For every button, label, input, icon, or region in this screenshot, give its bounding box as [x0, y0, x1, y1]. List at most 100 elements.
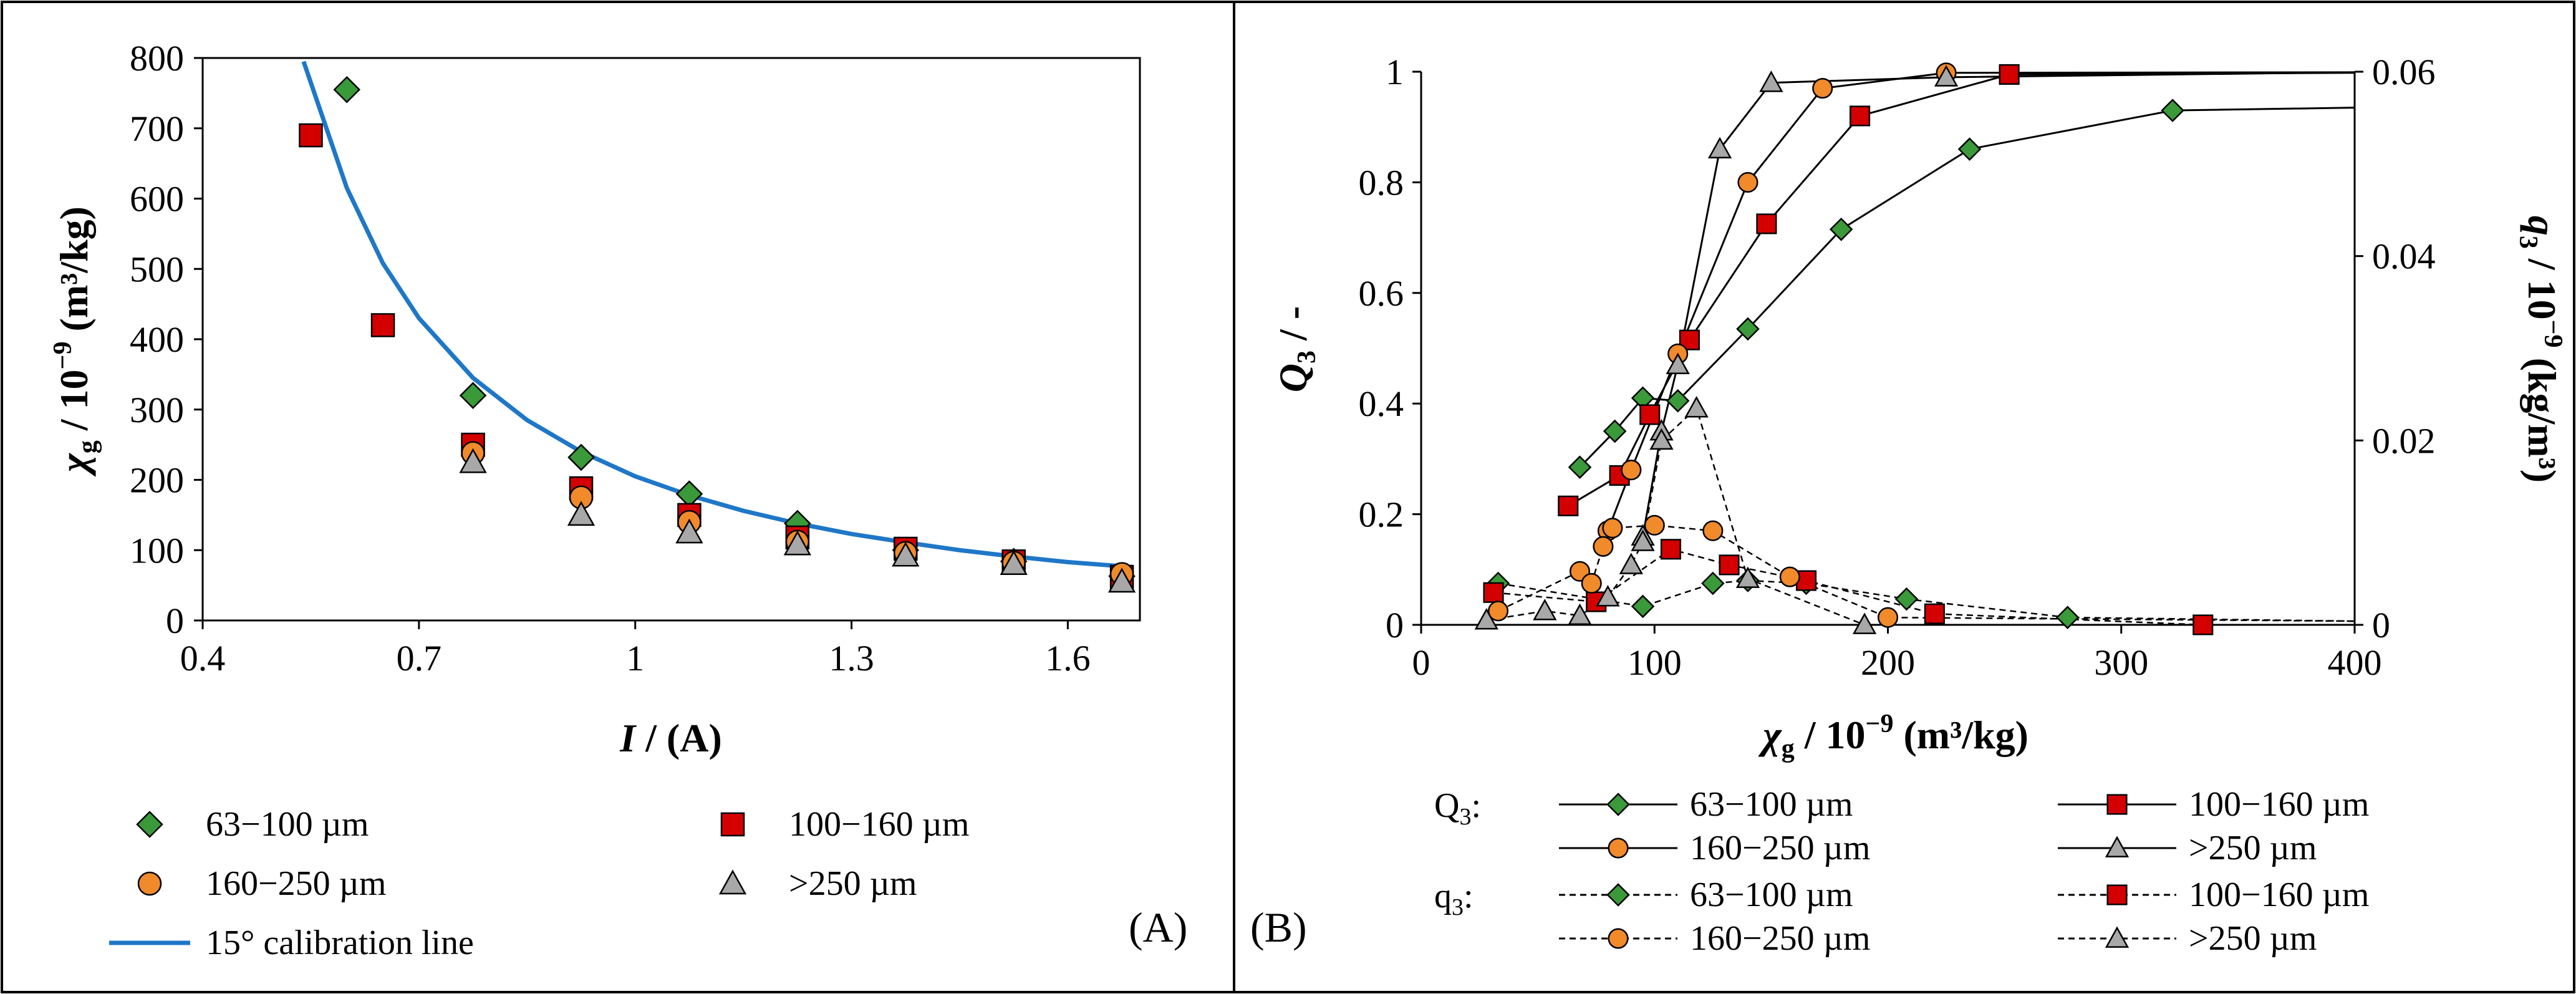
legend-b-q3-group-label: q3:: [1434, 877, 1474, 920]
q3-point-100-160-m: [1719, 554, 1740, 576]
panel-b-y-right-tick-label: 0.06: [2372, 52, 2436, 92]
Q3-point-250-m: [1707, 137, 1732, 159]
Q3-point-63-100-m: [1736, 317, 1760, 341]
panel-b-x-tick-label: 300: [2094, 642, 2148, 683]
panel-a-y-tick-label: 200: [130, 460, 184, 501]
q3-point-160-250-m: [1487, 601, 1509, 622]
panel-b-x-tick-label: 0: [1412, 642, 1430, 683]
panel-b: 0 100 200 300 400 0 0.2 0.4 0.6 0.8 1 0 0.02 0.04 0.…: [1250, 52, 2567, 958]
q3-point-250-m: [1596, 585, 1620, 607]
q3-point-160-250-m: [1602, 518, 1623, 539]
q3-point-160-250-m: [1702, 520, 1724, 541]
panel-a-y-tick-labels: 0 100 200 300 400 500 600 700 800: [130, 38, 184, 641]
panel-b-y-left-tick-label: 1: [1386, 52, 1404, 92]
legend-a-marker-shape: [136, 811, 163, 838]
panel-b-y-right-tick-label: 0: [2372, 605, 2390, 645]
q3-point-100-160-m: [2192, 614, 2214, 635]
Q3-point-100-160-m: [1639, 404, 1661, 425]
Q3-point-160-250-m: [1812, 78, 1833, 99]
q3-point-160-250-m: [1593, 536, 1614, 557]
panel-b-legend: Q3: q3: 63−100 µm 100−160 µm 160−250 µm >25…: [1434, 785, 2369, 958]
panel-a-legend: 63−100 µm 100−160 µm 160−250 µm >250 µm …: [109, 805, 969, 962]
panel-b-x-tick-labels: 0 100 200 300 400: [1412, 642, 2382, 683]
legend-a-marker-shape: [137, 871, 162, 896]
q3-point-250-m: [1631, 529, 1655, 551]
q3-legend-marker: [1608, 928, 1629, 949]
data-point-250-m: [1000, 550, 1028, 576]
Q3-legend-marker: [2106, 794, 2128, 815]
q3-point-250-m: [1474, 608, 1498, 630]
q3-legend-label: 160−250 µm: [1690, 919, 1870, 958]
panel-a-y-tick-label: 100: [130, 530, 184, 571]
panel-a-x-tick-label: 1.6: [1045, 638, 1091, 678]
q3-legend-marker: [2106, 884, 2128, 905]
panel-b-y-right-tick-label: 0.04: [2372, 236, 2436, 277]
Q3-legend-label: 63−100 µm: [1690, 785, 1853, 824]
panel-a-x-tick-labels: 0.4 0.7 1 1.3 1.6: [180, 638, 1091, 678]
Q3-point-160-250-m: [1621, 460, 1642, 481]
Q3-point-250-m: [1759, 70, 1783, 92]
panel-b-points-layer: [1474, 62, 2214, 635]
panel-b-x-axis-title: χg / 10−9 (m³/kg): [1758, 710, 2028, 763]
data-point-250-m: [567, 501, 596, 526]
Q3-legend-marker: [2105, 836, 2130, 857]
panel-a-points-layer: [299, 75, 1136, 593]
legend-a-250: >250 µm: [718, 864, 917, 903]
Q3-legend-label: 160−250 µm: [1690, 829, 1870, 867]
data-point-100-160-m: [370, 313, 395, 337]
panel-a-y-tick-label: 300: [130, 390, 184, 430]
panel-a-y-axis-title: χg / 10−9 (m³/kg): [49, 206, 102, 477]
q3-point-250-m: [1568, 603, 1592, 625]
legend-a-100-160: 100−160 µm: [720, 805, 969, 844]
q3-point-100-160-m: [1483, 582, 1504, 603]
data-point-250-m: [783, 530, 811, 556]
panel-b-x-tick-label: 100: [1628, 642, 1682, 683]
panel-a-label: (A): [1129, 904, 1187, 951]
panel-b-y-right-title: q3 / 10−9 (kg/m³): [2514, 216, 2567, 483]
data-point-250-m: [1107, 567, 1136, 593]
Q3-legend-entry-160-250-m: 160−250 µm: [1559, 829, 1870, 867]
legend-a-marker-100-160: [720, 812, 745, 837]
Q3-point-100-160-m: [1558, 495, 1579, 516]
Q3-point-63-100-m: [1568, 455, 1592, 479]
q3-legend-marker: [2105, 926, 2130, 948]
legend-a-label-63-100: 63−100 µm: [206, 805, 369, 844]
panel-a-y-tick-label: 400: [130, 319, 184, 360]
q3-legend-entry-250-m: >250 µm: [2058, 919, 2317, 958]
legend-a-63-100: 63−100 µm: [136, 805, 369, 844]
panel-a-x-tick-label: 0.4: [180, 638, 226, 678]
legend-a-160-250: 160−250 µm: [137, 864, 386, 903]
data-point-100-160-m: [299, 123, 323, 148]
Q3-point-100-160-m: [1999, 64, 2020, 85]
q3-point-63-100-m: [1894, 587, 1919, 611]
panel-b-y-left-tick-label: 0.4: [1359, 384, 1404, 424]
q3-point-160-250-m: [1779, 566, 1800, 587]
panel-b-y-left-tick-label: 0: [1386, 605, 1404, 645]
q3-legend-label: >250 µm: [2189, 919, 2317, 958]
legend-a-label-100-160: 100−160 µm: [789, 805, 969, 844]
data-point-63-100-m: [459, 382, 487, 409]
q3-point-63-100-m: [1701, 571, 1725, 596]
panel-a-x-tick-label: 1.3: [829, 638, 874, 678]
Q3-point-100-160-m: [1756, 213, 1777, 234]
Q3-legend-marker: [1606, 793, 1630, 816]
Q3-point-63-100-m: [1603, 419, 1627, 443]
data-point-250-m: [675, 518, 703, 544]
panel-b-y-left-tick-label: 0.6: [1359, 273, 1404, 314]
q3-point-250-m: [1684, 396, 1709, 418]
q3-point-63-100-m: [1631, 594, 1655, 619]
Q3-point-250-m: [1934, 65, 1959, 87]
Q3-legend-entry-250-m: >250 µm: [2058, 829, 2317, 867]
q3-point-250-m: [1852, 612, 1877, 634]
Q3-point-63-100-m: [1829, 218, 1853, 241]
panel-a-y-tick-label: 600: [130, 179, 184, 220]
Q3-point-63-100-m: [2161, 99, 2184, 122]
legend-a-label-over-250: >250 µm: [789, 864, 917, 903]
q3-legend-entry-100-160-m: 100−160 µm: [2058, 876, 2369, 914]
data-point-63-100-m: [567, 443, 595, 471]
q3-point-250-m: [1735, 566, 1760, 588]
panel-b-y-right-tick-labels: 0 0.02 0.04 0.06: [2372, 52, 2436, 645]
Q3-legend-marker: [1608, 837, 1629, 859]
panel-b-y-left-tick-label: 0.2: [1359, 495, 1404, 535]
